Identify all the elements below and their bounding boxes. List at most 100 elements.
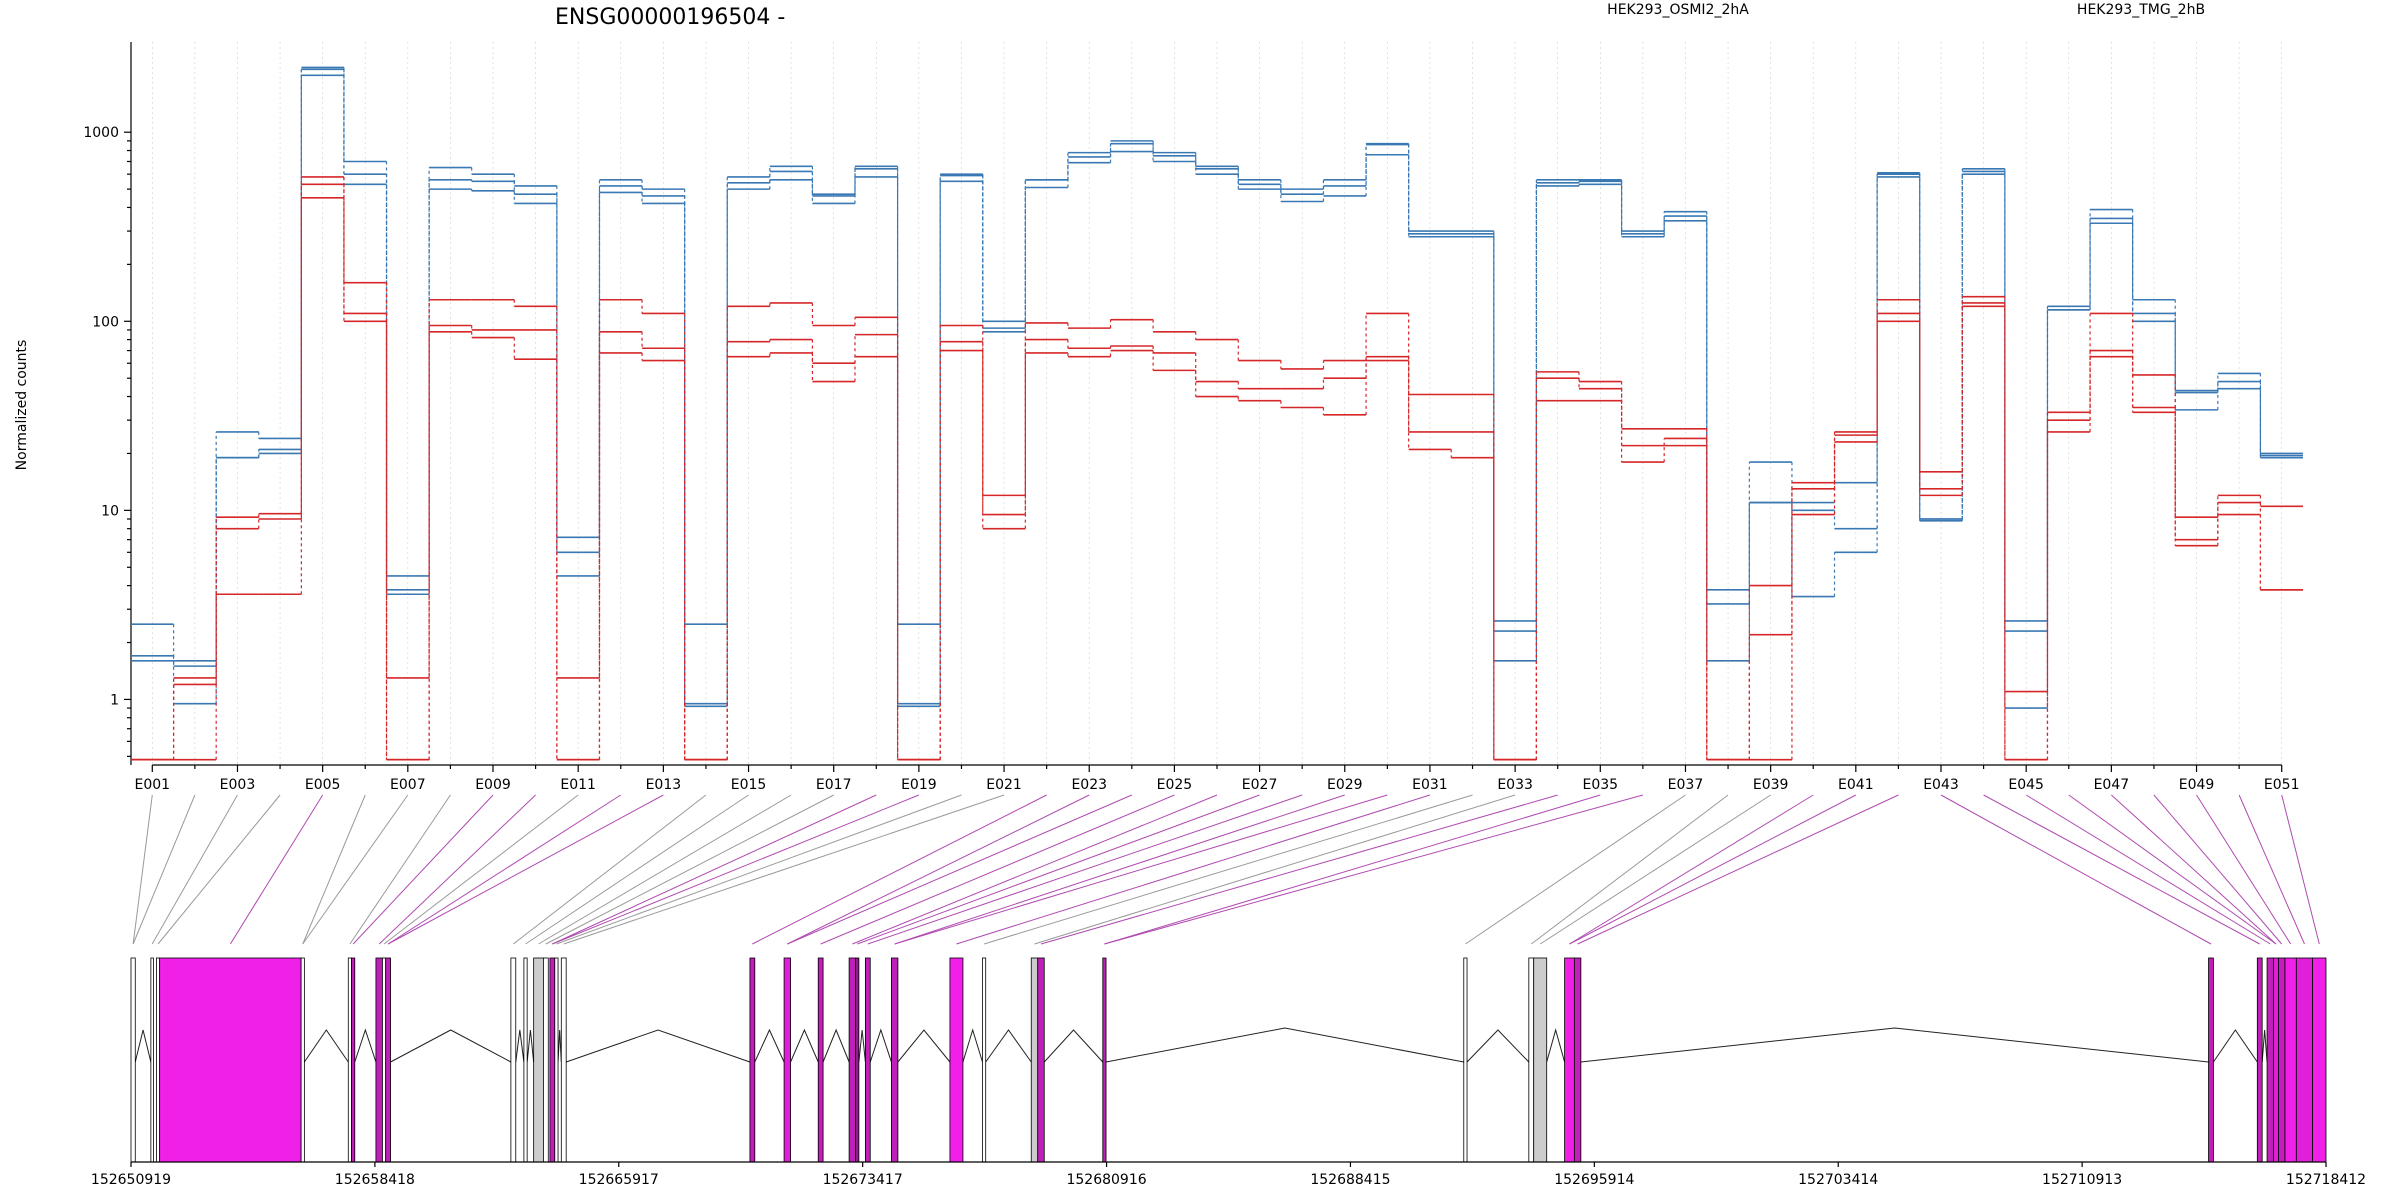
mapping-line-e016	[538, 794, 792, 945]
x-tick-label-e049: E049	[2179, 777, 2215, 793]
x-tick-label-e041: E041	[1838, 777, 1874, 793]
exon-feature-27	[1037, 957, 1045, 1163]
x-tick-label-e005: E005	[305, 777, 341, 793]
mapping-line-e024	[787, 794, 1133, 945]
intron	[566, 1029, 751, 1063]
exon-feature-6	[351, 957, 356, 1163]
intron	[985, 1029, 1032, 1063]
mapping-line-e019	[552, 794, 920, 945]
exon-feature-9	[385, 957, 391, 1163]
x-tick-label-e003: E003	[220, 777, 256, 793]
exon-feature-21	[855, 957, 860, 1163]
x-tick-label-e031: E031	[1412, 777, 1448, 793]
mapping-line-e015	[525, 794, 749, 945]
mapping-line-e008	[349, 794, 451, 945]
intron	[2261, 1029, 2268, 1063]
mapping-line-e041	[1569, 794, 1857, 945]
mapping-line-e049	[2196, 794, 2292, 945]
grid-lines	[151, 42, 2283, 765]
intron	[390, 1029, 512, 1063]
mapping-line-e007	[302, 794, 409, 945]
exon-feature-12	[533, 957, 544, 1163]
genomic-coordinate-axis: 152650919 152658418 152665917 152673417 1526…	[91, 1161, 2366, 1188]
coordinate-tick-label: 152695914	[1554, 1172, 1634, 1188]
intron	[303, 1029, 349, 1063]
intron	[1105, 1027, 1464, 1063]
coordinate-tick-label: 152680916	[1066, 1172, 1146, 1188]
coordinate-tick-label: 152673417	[823, 1172, 903, 1188]
exon-feature-17	[749, 957, 756, 1163]
coordinate-tick-label: 152703414	[1798, 1172, 1878, 1188]
coordinate-tick-label: 152658418	[335, 1172, 415, 1188]
exon-feature-14	[549, 957, 556, 1163]
exon-feature-7	[375, 957, 383, 1163]
exon-feature-0	[130, 957, 136, 1163]
x-tick-label-e007: E007	[390, 777, 426, 793]
x-tick-label-e013: E013	[646, 777, 682, 793]
exon-feature-15	[554, 957, 559, 1163]
exon-feature-35	[2256, 957, 2263, 1163]
x-axis: E001 E003 E005 E007 E009 E011 E013 E015 E017 E019…	[135, 764, 2300, 793]
mapping-line-e025	[820, 794, 1175, 945]
series-0	[131, 66, 2303, 662]
x-tick-label-e011: E011	[560, 777, 596, 793]
mapping-line-e009	[352, 794, 494, 945]
intron	[1546, 1028, 1566, 1063]
x-tick-label-e051: E051	[2264, 777, 2300, 793]
x-tick-label-e009: E009	[475, 777, 511, 793]
exon-feature-8	[382, 957, 387, 1163]
mapping-line-e039	[1539, 794, 1771, 945]
mapping-line-e044	[1983, 794, 2260, 945]
intron	[134, 1029, 152, 1063]
intron	[515, 1029, 525, 1063]
intron	[754, 1028, 785, 1063]
exon-feature-11	[523, 957, 528, 1163]
intron	[869, 1028, 892, 1063]
y-tick-label: 10	[101, 503, 119, 519]
exon-feature-22	[864, 957, 871, 1163]
exon-feature-23	[890, 957, 899, 1163]
exon-feature-20	[848, 957, 857, 1163]
x-tick-label-e039: E039	[1753, 777, 1789, 793]
mapping-line-e029	[894, 794, 1345, 945]
mapping-line-e042	[1577, 794, 1899, 945]
exon-feature-30	[1528, 957, 1535, 1163]
mapping-line-e030	[894, 794, 1388, 945]
legend-entry-tmg: HEK293_TMG_2hB	[2077, 2, 2205, 18]
mapping-line-e032	[983, 794, 1473, 945]
exon-feature-19	[817, 957, 824, 1163]
mapping-line-e037	[1465, 794, 1686, 945]
mapping-line-e051	[2281, 794, 2320, 945]
exon-feature-18	[783, 957, 791, 1163]
gene-model	[130, 957, 2327, 1163]
mapping-line-e012	[387, 794, 622, 945]
mapping-line-e033	[1034, 794, 1516, 945]
mapping-line-e017	[545, 794, 834, 945]
coordinate-tick-label: 152710913	[2042, 1172, 2122, 1188]
exon-feature-41	[2312, 957, 2327, 1163]
x-tick-label-e033: E033	[1497, 777, 1533, 793]
plot-series	[131, 66, 2303, 761]
mapping-line-e013	[387, 794, 664, 945]
mapping-line-e023	[787, 794, 1090, 945]
mapping-line-e014	[513, 794, 707, 945]
coordinate-tick-label: 152665917	[579, 1172, 659, 1188]
intron	[822, 1028, 850, 1063]
intron	[897, 1029, 951, 1063]
mapping-line-e001	[132, 794, 153, 945]
x-tick-label-e047: E047	[2094, 777, 2130, 793]
exon-mapping-lines	[132, 794, 2320, 945]
mapping-line-e048	[2153, 794, 2283, 945]
coordinate-tick-label: 152650919	[91, 1172, 171, 1188]
mapping-line-e004	[157, 794, 281, 945]
coordinate-tick-label: 152688415	[1310, 1172, 1390, 1188]
x-tick-label-e043: E043	[1923, 777, 1959, 793]
exon-feature-13	[543, 957, 549, 1163]
mapping-line-e046	[2068, 794, 2277, 945]
exon-feature-1	[150, 957, 154, 1163]
exon-feature-10	[510, 957, 517, 1163]
mapping-line-e036	[1104, 794, 1644, 945]
mapping-line-e043	[1940, 794, 2212, 945]
mapping-line-e021	[563, 794, 1005, 945]
exon-feature-25	[982, 957, 987, 1163]
